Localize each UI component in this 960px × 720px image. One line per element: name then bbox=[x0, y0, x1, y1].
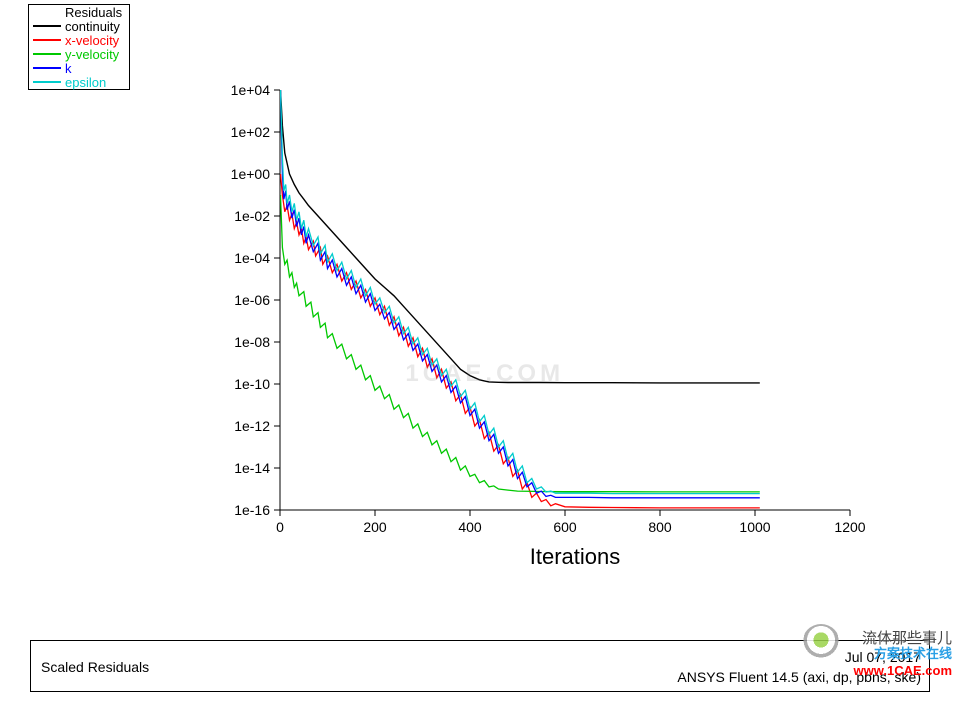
x-axis-title: Iterations bbox=[515, 544, 635, 570]
svg-text:200: 200 bbox=[363, 519, 387, 535]
svg-text:1e-16: 1e-16 bbox=[234, 502, 270, 518]
footer-box: Scaled Residuals Jul 07, 2017 ANSYS Flue… bbox=[30, 640, 930, 692]
svg-text:1e-06: 1e-06 bbox=[234, 292, 270, 308]
svg-text:600: 600 bbox=[553, 519, 577, 535]
watermark-center: 1CAE.COM bbox=[405, 360, 564, 388]
series-continuity bbox=[281, 90, 760, 383]
footer-title: Scaled Residuals bbox=[41, 659, 149, 675]
watermark-red-text: www.1CAE.com bbox=[854, 663, 952, 678]
svg-text:1e-04: 1e-04 bbox=[234, 250, 270, 266]
svg-text:1000: 1000 bbox=[739, 519, 770, 535]
svg-text:1200: 1200 bbox=[834, 519, 865, 535]
watermark-logo-icon bbox=[802, 624, 840, 662]
svg-text:400: 400 bbox=[458, 519, 482, 535]
watermark-blue-text: 方案技术在线 bbox=[874, 643, 952, 662]
svg-text:0: 0 bbox=[276, 519, 284, 535]
svg-text:1e+00: 1e+00 bbox=[231, 166, 271, 182]
series-y-velocity bbox=[281, 195, 760, 492]
svg-text:1e-02: 1e-02 bbox=[234, 208, 270, 224]
svg-text:1e+02: 1e+02 bbox=[231, 124, 271, 140]
svg-text:1e-08: 1e-08 bbox=[234, 334, 270, 350]
svg-text:1e-14: 1e-14 bbox=[234, 460, 270, 476]
series-epsilon bbox=[281, 90, 760, 494]
series-x-velocity bbox=[281, 174, 760, 508]
series-k bbox=[281, 90, 760, 498]
svg-text:1e-10: 1e-10 bbox=[234, 376, 270, 392]
svg-text:800: 800 bbox=[648, 519, 672, 535]
svg-text:1e-12: 1e-12 bbox=[234, 418, 270, 434]
svg-text:1e+04: 1e+04 bbox=[231, 82, 271, 98]
